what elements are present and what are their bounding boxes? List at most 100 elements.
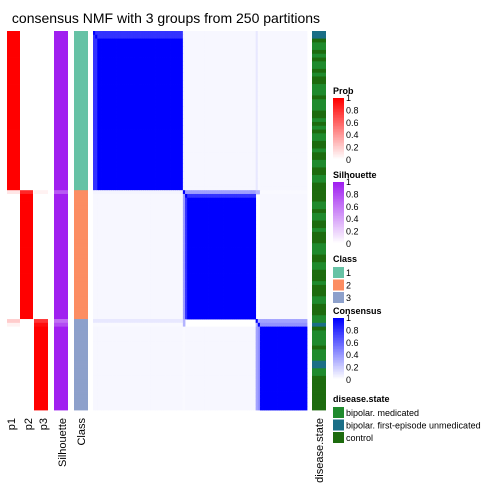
consensus-cell — [274, 57, 278, 62]
consensus-cell — [292, 114, 295, 119]
consensus-cell — [165, 65, 169, 70]
consensus-cell — [202, 31, 205, 36]
consensus-cell — [191, 31, 194, 36]
class-cell — [74, 281, 88, 286]
consensus-cell — [238, 148, 242, 153]
consensus-cell — [202, 118, 205, 123]
consensus-cell — [279, 68, 282, 74]
consensus-cell — [236, 148, 239, 153]
consensus-cell — [112, 110, 115, 115]
consensus-cell — [159, 137, 162, 142]
consensus-cell — [229, 61, 233, 66]
consensus-cell — [157, 57, 160, 62]
silhouette-cell — [54, 216, 68, 221]
consensus-cell — [174, 178, 177, 183]
consensus-cell — [268, 156, 272, 161]
consensus-cell — [137, 91, 141, 96]
consensus-cell — [137, 110, 141, 115]
consensus-cell — [195, 159, 199, 165]
consensus-cell — [137, 106, 141, 111]
consensus-cell — [266, 53, 269, 58]
consensus-cell — [225, 95, 229, 100]
consensus-cell — [146, 110, 150, 115]
annotation-separator — [7, 410, 88, 412]
consensus-cell — [129, 65, 132, 70]
consensus-cell — [144, 49, 147, 55]
consensus-cell — [204, 31, 207, 36]
consensus-cell — [281, 137, 284, 142]
consensus-cell — [251, 46, 254, 51]
consensus-cell — [155, 197, 158, 202]
consensus-cell — [197, 156, 201, 161]
consensus-cell — [187, 31, 190, 36]
consensus-cell — [242, 61, 246, 66]
consensus-cell — [206, 42, 209, 47]
consensus-cell — [214, 49, 218, 55]
consensus-cell — [264, 148, 267, 153]
consensus-cell — [279, 163, 282, 168]
consensus-cell — [266, 190, 269, 195]
silhouette-cell — [54, 284, 68, 290]
consensus-cell — [195, 31, 199, 36]
consensus-cell — [114, 182, 117, 187]
prob-p1-cell — [7, 243, 20, 248]
consensus-cell — [210, 106, 214, 111]
silhouette-cell — [54, 303, 68, 309]
consensus-cell — [95, 114, 98, 119]
consensus-cell — [302, 156, 306, 161]
consensus-cell — [249, 53, 252, 58]
consensus-cell — [93, 38, 96, 43]
class-cell — [74, 360, 88, 365]
prob-p1-cell — [7, 193, 20, 199]
consensus-cell — [270, 186, 274, 191]
consensus-cell — [165, 99, 169, 104]
consensus-cell — [264, 175, 267, 180]
consensus-cell — [182, 121, 186, 127]
consensus-cell — [187, 76, 190, 81]
consensus-cell — [219, 163, 222, 168]
consensus-cell — [200, 38, 203, 43]
class-cell — [74, 394, 88, 400]
consensus-cell — [193, 163, 197, 168]
consensus-cell — [172, 34, 175, 39]
consensus-cell — [93, 156, 96, 161]
consensus-cell — [142, 31, 145, 36]
consensus-cell — [189, 137, 192, 142]
consensus-cell — [238, 61, 242, 66]
consensus-cell — [227, 31, 231, 36]
consensus-cell — [163, 99, 167, 104]
consensus-cell — [180, 38, 184, 43]
consensus-cell — [144, 42, 147, 47]
consensus-cell — [140, 87, 143, 93]
consensus-cell — [279, 87, 282, 93]
prob-p1-cell — [7, 254, 20, 259]
consensus-cell — [227, 53, 231, 58]
consensus-cell — [133, 61, 137, 66]
consensus-cell — [289, 106, 293, 111]
consensus-cell — [152, 121, 156, 127]
consensus-cell — [210, 163, 214, 168]
consensus-cell — [287, 42, 291, 47]
consensus-cell — [219, 171, 222, 176]
consensus-cell — [135, 106, 139, 111]
consensus-cell — [206, 125, 209, 130]
consensus-cell — [110, 42, 113, 47]
silhouette-cell — [54, 224, 68, 229]
consensus-cell — [187, 84, 190, 89]
consensus-cell — [150, 167, 154, 172]
consensus-cell — [264, 91, 267, 96]
consensus-cell — [152, 91, 156, 96]
consensus-cell — [116, 197, 120, 202]
consensus-cell — [197, 95, 201, 100]
consensus-cell — [214, 133, 218, 138]
consensus-cell — [150, 182, 154, 187]
consensus-cell — [101, 133, 105, 138]
consensus-cell — [116, 125, 120, 130]
prob-p1-cell — [7, 31, 20, 36]
consensus-cell — [137, 178, 141, 183]
consensus-cell — [148, 49, 152, 55]
consensus-cell — [107, 95, 111, 100]
consensus-cell — [172, 68, 175, 74]
consensus-cell — [174, 118, 177, 123]
consensus-cell — [255, 110, 259, 115]
